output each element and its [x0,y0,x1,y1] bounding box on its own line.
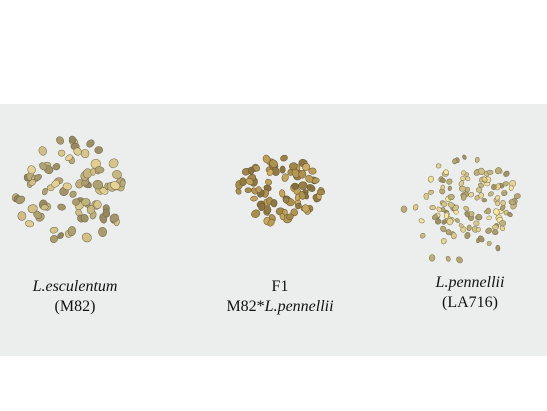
seed [475,213,483,221]
seed [454,218,460,224]
caption-f1-cross-parent: M82* [226,298,264,315]
seed [271,199,278,207]
seed [428,189,435,195]
seed [499,220,506,226]
seed [98,227,107,237]
seed [427,175,434,182]
seed [80,231,93,243]
caption-pennellii: L.pennellii (LA716) [420,273,520,313]
seed [452,159,457,165]
seed [473,221,479,227]
seed [68,190,77,199]
seed [462,154,467,160]
seed [419,232,426,239]
seed [37,145,48,156]
seed [455,256,464,265]
seed [298,181,307,190]
seed [107,157,120,170]
caption-f1-cross: M82*L.pennellii [205,297,355,317]
seed [451,232,457,239]
seed [85,138,96,148]
seed [464,231,471,239]
seed [448,194,455,200]
seed [418,218,425,224]
seed [412,204,419,211]
seed [317,189,325,195]
seed [94,146,103,154]
caption-esculentum-line: (M82) [20,297,130,317]
seed [475,157,480,163]
seed [496,245,501,251]
seed [494,166,503,175]
seed-cluster-f1 [235,154,326,228]
seed [492,229,499,235]
seed [486,215,492,220]
caption-esculentum: L.esculentum (M82) [20,277,130,317]
seed [485,227,493,235]
seed [444,212,449,219]
seed [94,200,102,208]
seed [500,200,506,206]
seed [445,256,451,263]
seed [459,186,466,192]
seed [248,167,255,175]
seed [467,225,472,232]
seed [91,168,96,175]
seed [436,163,442,168]
seed [291,183,299,190]
seed [487,191,494,197]
seed [441,185,445,190]
seed [280,154,289,162]
seed [440,237,447,244]
seed [423,193,429,200]
seed [256,186,262,192]
caption-f1-cross-species: L.pennellii [265,298,334,315]
seed [476,187,482,193]
seed [401,206,408,213]
seed [25,220,35,228]
seed [279,189,285,197]
seed [486,240,492,246]
seed [446,229,451,235]
caption-f1: F1 M82*L.pennellii [205,277,355,317]
seed [280,166,286,173]
seed [17,211,27,221]
seed [448,186,452,191]
seed [81,149,89,158]
seed [482,198,487,202]
seed [245,188,252,193]
caption-pennellii-line: (LA716) [420,293,520,313]
seed [502,170,510,178]
seed [429,254,435,261]
seed-cluster-pennellii [401,154,521,264]
seed [492,225,498,230]
seed [55,135,65,146]
seed [486,208,491,214]
seed-cluster-esculentum [12,135,127,244]
seed [49,227,58,234]
caption-f1-generation: F1 [205,277,355,297]
seed [57,203,66,211]
seed [487,170,493,175]
seed [446,178,454,186]
seed [430,205,436,210]
caption-esculentum-species: L.esculentum [20,277,130,297]
seed [250,196,258,202]
seed [460,176,466,182]
seed [509,185,514,191]
seed [441,202,447,207]
seed [58,150,65,156]
caption-pennellii-species: L.pennellii [420,273,520,293]
